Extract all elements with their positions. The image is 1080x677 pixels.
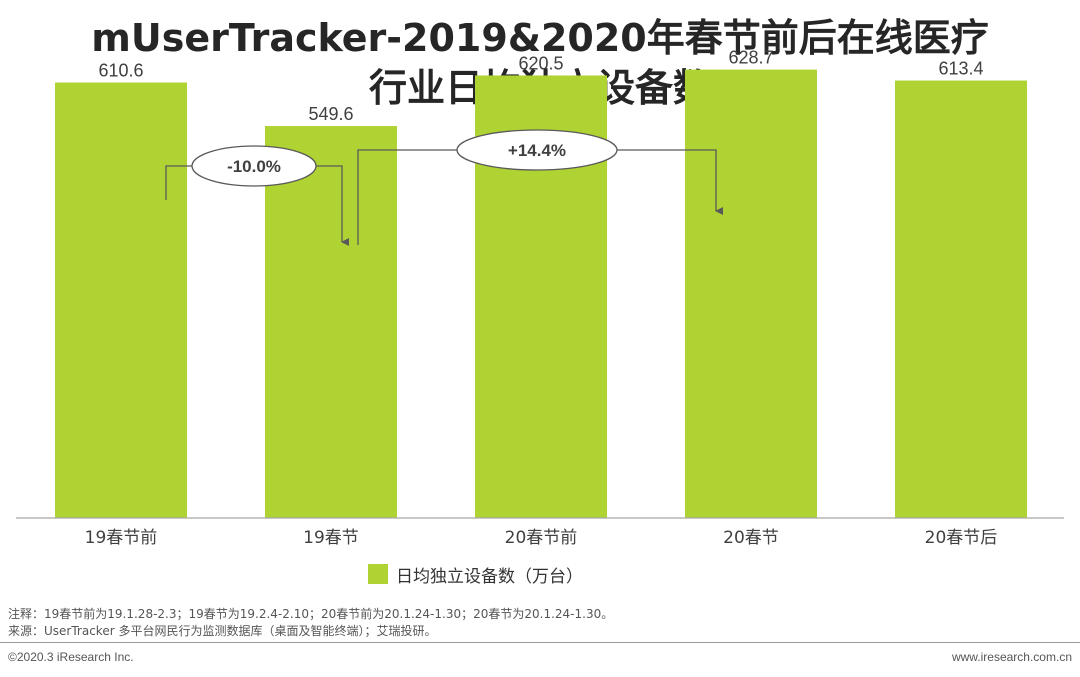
x-tick-label-4: 20春节 — [723, 528, 779, 548]
data-label-1: 610.6 — [98, 61, 143, 81]
change-label-2: +14.4% — [508, 141, 566, 160]
data-label-3: 620.5 — [518, 53, 563, 73]
x-tick-label-1: 19春节前 — [85, 528, 158, 548]
footer-copyright: ©2020.3 iResearch Inc. — [8, 650, 134, 664]
legend-label: 日均独立设备数（万台） — [396, 566, 583, 587]
x-tick-label-2: 19春节 — [303, 528, 359, 548]
change-bubble-1 — [191, 145, 317, 187]
bar-1 — [55, 82, 187, 519]
chart-title-line-1: mUserTracker-2019&2020年春节前后在线医疗 — [91, 16, 989, 60]
bar-5 — [895, 80, 1027, 518]
data-label-4: 628.7 — [728, 48, 773, 68]
footer-website: www.iresearch.com.cn — [951, 650, 1072, 664]
footnote-remark: 注释：19春节前为19.1.28-2.3；19春节为19.2.4-2.10；20… — [8, 607, 614, 621]
bar-chart: 610.6 19春节前 549.6 19春节 620.5 20春节前 628.7 20春节 61… — [16, 48, 1064, 548]
legend-swatch — [368, 564, 388, 584]
change-bubble-2 — [456, 129, 618, 171]
footnote-source: 来源：UserTracker 多平台网民行为监测数据库（桌面及智能终端）；艾瑞投… — [8, 624, 437, 638]
chart-legend: 日均独立设备数（万台） — [368, 562, 583, 587]
data-label-2: 549.6 — [308, 104, 353, 124]
x-tick-label-5: 20春节后 — [925, 528, 998, 548]
bar-4 — [685, 69, 817, 518]
bar-2 — [265, 126, 397, 519]
change-label-1: -10.0% — [227, 157, 281, 176]
x-tick-label-3: 20春节前 — [505, 528, 578, 548]
footer-divider — [0, 642, 1080, 643]
data-label-5: 613.4 — [938, 59, 983, 79]
